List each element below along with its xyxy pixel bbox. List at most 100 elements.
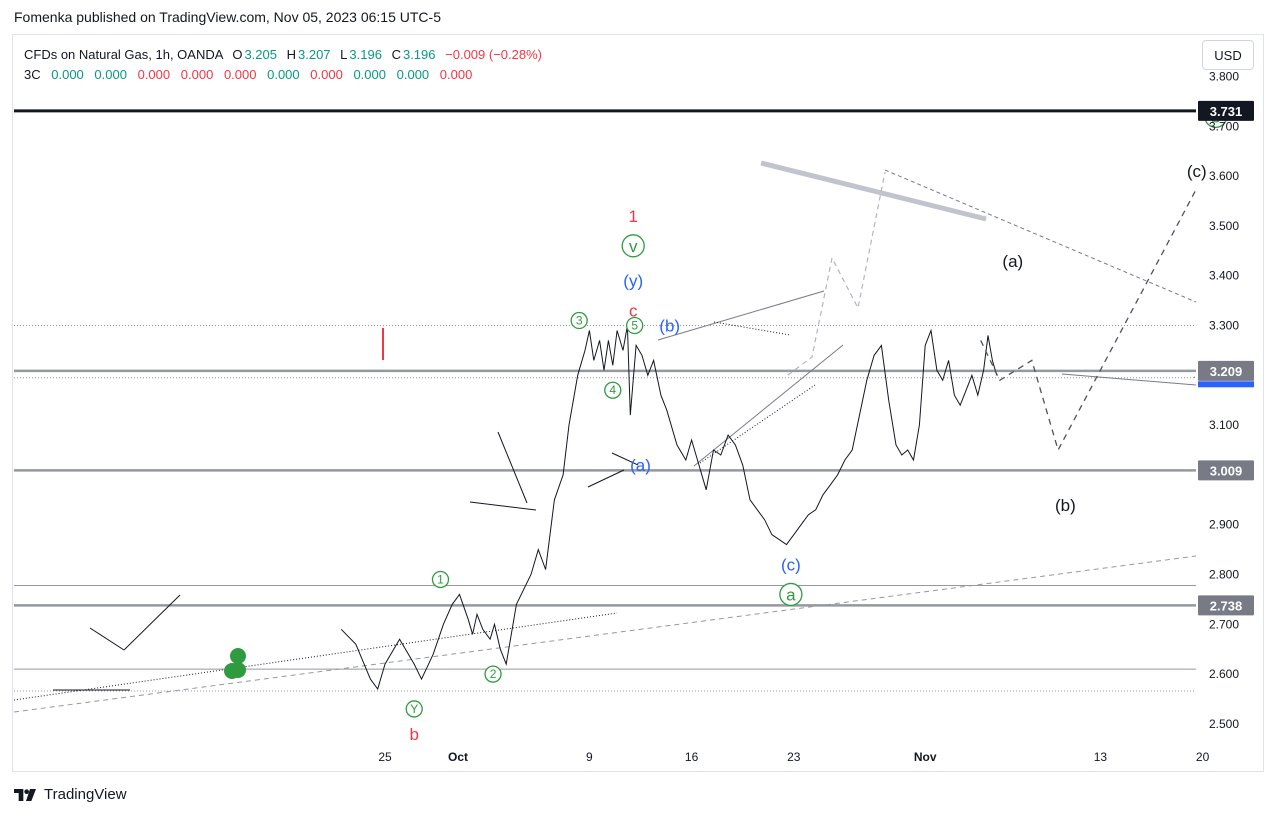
price-badge-label: 3.009 [1210,463,1243,478]
publisher-line: Fomenka published on TradingView.com, No… [14,9,441,25]
wave-label: (b) [1055,496,1076,515]
x-tick-label: 25 [378,750,392,764]
y-tick-label: 2.600 [1209,667,1239,681]
wave-label: 2 [490,667,497,681]
wave-label-circle [484,665,502,683]
level-3209-ray [1061,373,1197,386]
legend-indicator-row: 3C 0.000 0.000 0.000 0.000 0.000 0.000 0… [24,65,542,85]
price-badge [1198,100,1254,121]
x-tick-label: 9 [586,750,593,764]
chart-legend: CFDs on Natural Gas, 1h, OANDA O 3.205 H 3… [24,45,542,85]
y-tick-label: 2.800 [1209,568,1239,582]
indicator-name[interactable]: 3C [24,67,41,82]
price-badge-label: 3.731 [1210,104,1243,119]
y-tick-label: 3.600 [1209,169,1239,183]
wave-label: 5 [631,319,638,333]
price-badge-label: 3.209 [1210,364,1243,379]
wave-label-circle [621,234,645,258]
indicator-value: 0.000 [310,67,343,82]
legend-close-value: 3.196 [402,47,436,62]
signal-markers [224,648,246,679]
signal-dot-marker [224,663,240,679]
wave-label: (a) [630,456,651,475]
wedge-top-dotted [713,321,791,336]
price-badge [1198,595,1254,616]
indicator-value: 0.000 [439,67,473,82]
wave-label: v [629,237,638,256]
wave-label: (a) [1002,252,1023,271]
legend-low-label: L [340,47,348,62]
price-badge [1198,360,1254,381]
indicator-value: 0.000 [353,67,386,82]
wave-label-circle [405,700,423,718]
channel-line-1 [469,501,537,511]
tradingview-logo-icon [14,788,36,801]
x-tick-label: 20 [1196,750,1210,764]
time-axis: 25Oct91623Nov132026 [378,750,1210,764]
trend-drawings [13,160,1197,713]
wave-label-circle [604,381,622,399]
channel-line-6 [123,594,181,651]
wave-label: 1 [437,572,444,586]
wave-label: Y [410,702,418,716]
projection-path [980,190,1196,452]
wedge-lower-line [693,344,844,467]
wave-label: (y) [623,272,643,291]
indicator-value: 0.000 [267,67,300,82]
y-tick-label: 2.500 [1209,717,1239,731]
resistance-dashed-line [884,169,1197,303]
wave-label: (b) [659,317,680,336]
wave-label: (c) [781,556,801,575]
wedge-bottom-dotted [699,384,816,464]
indicator-value: 0.000 [94,67,127,82]
y-tick-label: 3.300 [1209,319,1239,333]
wave-label: 1 [628,207,637,226]
legend-change: −0.009 (−0.28%) [445,47,542,62]
horizontal-levels [14,109,1196,692]
indicator-value: 0.000 [180,67,214,82]
price-badge-label: 2.738 [1210,598,1243,613]
legend-open-value: 3.205 [244,47,277,62]
x-tick-label: Oct [448,750,468,764]
legend-open-label: O [232,47,243,62]
footer-brand-label: TradingView [44,786,127,803]
currency-button[interactable]: USD [1202,40,1254,70]
y-tick-label: 2.700 [1209,617,1239,631]
indicator-value: 0.000 [396,67,430,82]
wedge-upper-line [657,290,825,341]
price-axis: 2.5002.6002.7002.8002.9003.0003.1003.200… [1198,70,1254,731]
wave-label-circle [570,311,588,330]
support-dotted-line [13,612,618,701]
wave-label: 3 [576,314,583,328]
wave-label: (c) [1187,162,1207,181]
wave-label-circle [779,582,803,607]
channel-line-5 [89,627,125,651]
legend-symbol[interactable]: CFDs on Natural Gas, 1h, OANDA [24,47,223,62]
footer-brand[interactable]: TradingView [14,786,127,803]
legend-low-value: 3.196 [349,47,382,62]
y-tick-label: 3.700 [1209,119,1239,133]
legend-main-row: CFDs on Natural Gas, 1h, OANDA O 3.205 H 3… [24,45,542,65]
channel-line-3 [587,469,625,488]
y-tick-label: 3.400 [1209,269,1239,283]
y-tick-label: 3.100 [1209,418,1239,432]
light-projection-path [787,171,886,376]
indicator-value: 0.000 [137,67,171,82]
channel-line-2 [497,431,528,504]
support-dashed-line [13,555,1197,713]
x-tick-label: 13 [1094,750,1108,764]
signal-dot-marker [230,648,246,664]
wave-label: b [409,725,418,744]
wave-label: c [629,302,638,321]
y-tick-label: 3.500 [1209,219,1239,233]
x-tick-label: Nov [914,750,937,764]
indicator-value: 0.000 [223,67,257,82]
price-series-line [340,325,998,691]
thick-gray-line [760,160,987,222]
price-badge [1198,460,1254,481]
wave-label: 4 [609,383,616,397]
legend-high-label: H [286,47,296,62]
wave-label: a [786,585,796,604]
